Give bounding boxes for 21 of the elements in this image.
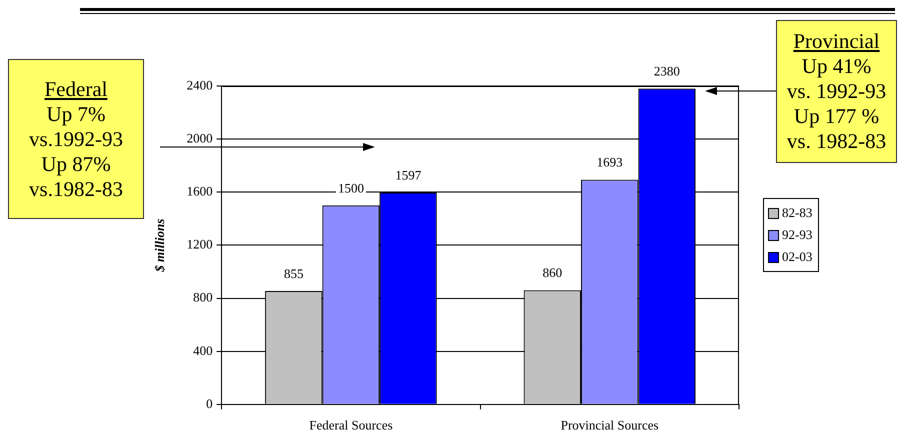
callout-box: Provincial Up 41% vs. 1992-93 Up 177 % vs. 1982-83: [776, 20, 897, 163]
y-tick-label: 400: [193, 342, 213, 358]
x-tick-label: Provincial Sources: [560, 418, 659, 433]
x-tick-label: Federal Sources: [309, 418, 393, 433]
legend-label: 82-83: [782, 205, 812, 222]
y-tick-label: 800: [193, 290, 213, 305]
callout-box: Federal Up 7% vs.1992-93 Up 87% vs.1982-83: [8, 59, 144, 219]
y-tick-label: 2000: [186, 130, 213, 146]
data-label: 860: [542, 265, 562, 280]
legend-label: 02-03: [782, 249, 812, 266]
y-axis-title: $ millions: [152, 218, 168, 273]
data-label: 1693: [596, 154, 623, 170]
data-label: 855: [284, 266, 304, 281]
data-label: 1597: [395, 167, 422, 182]
y-tick-label: 1600: [186, 184, 213, 199]
data-label: 2380: [654, 64, 680, 79]
legend-label: 92-93: [782, 227, 812, 244]
y-tick-label: 0: [206, 396, 213, 411]
y-tick-label: 1200: [186, 236, 213, 252]
data-label: 1500: [338, 180, 364, 196]
y-tick-label: 2400: [186, 77, 213, 92]
